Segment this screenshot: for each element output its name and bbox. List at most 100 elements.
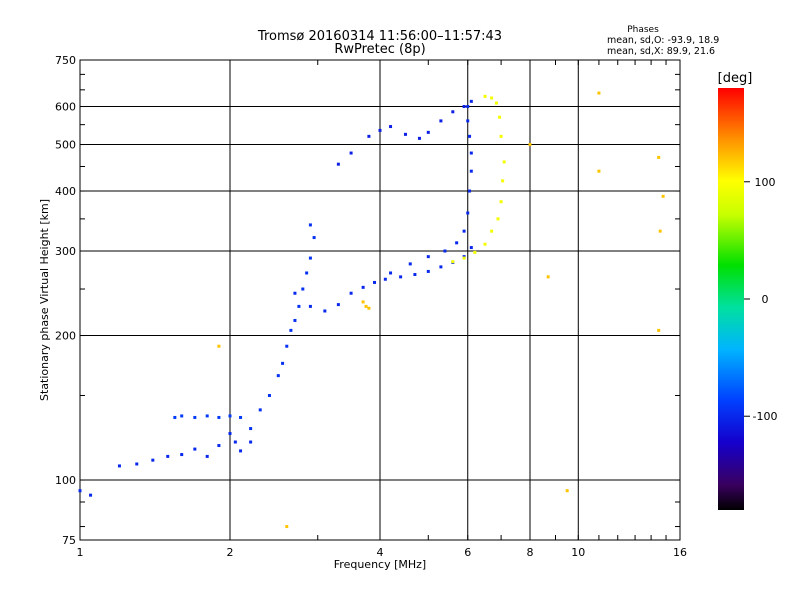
echo-point — [89, 493, 93, 497]
echo-point — [151, 458, 155, 462]
x-tick-label: 6 — [464, 546, 471, 559]
echo-point — [546, 275, 550, 279]
colorbar-label: [deg] — [718, 71, 753, 86]
echo-point — [323, 309, 327, 313]
echo-point — [233, 440, 237, 444]
echo-point — [413, 273, 417, 277]
echo-point — [281, 361, 285, 365]
y-tick-label: 750 — [55, 54, 76, 67]
echo-point — [308, 223, 312, 227]
echo-point — [267, 394, 271, 398]
echo-point — [462, 256, 466, 260]
colorbar-tick-label: -100 — [753, 410, 778, 423]
echo-point — [426, 255, 430, 259]
echo-point — [336, 303, 340, 307]
echo-point — [469, 99, 473, 103]
echo-point — [173, 415, 177, 419]
echo-point — [468, 134, 472, 138]
echo-point — [408, 262, 412, 266]
echo-point — [417, 136, 421, 140]
echo-point — [180, 414, 184, 418]
echo-point — [349, 151, 353, 155]
echo-point — [349, 291, 353, 295]
echo-point — [501, 179, 505, 183]
x-axis-ticks: 1 2 4 6 8 10 16 — [77, 60, 687, 559]
echo-point — [661, 194, 665, 198]
echo-point — [249, 440, 253, 444]
echo-point — [451, 260, 455, 264]
echo-point — [285, 525, 289, 529]
echo-point — [383, 277, 387, 281]
x-tick-label: 16 — [673, 546, 687, 559]
colorbar-tick-label: 100 — [755, 176, 776, 189]
echo-point — [483, 242, 487, 246]
echo-point — [443, 249, 447, 253]
echo-point — [565, 489, 569, 493]
y-tick-label: 100 — [55, 474, 76, 487]
echo-point — [528, 143, 532, 147]
x-tick-label: 1 — [77, 546, 84, 559]
echo-point — [249, 427, 253, 431]
colorbar-tick-label: 0 — [762, 293, 769, 306]
echo-point — [239, 449, 243, 453]
echo-point — [451, 110, 455, 114]
echo-point — [276, 374, 280, 378]
y-axis-label: Stationary phase Virtual Height [km] — [38, 199, 51, 401]
stats-x-line: mean, sd,X: 89.9, 21.6 — [607, 46, 715, 57]
echo-point — [378, 128, 382, 132]
echo-point — [439, 265, 443, 269]
echo-point — [657, 155, 661, 159]
echo-point — [258, 408, 262, 412]
echo-point — [308, 256, 312, 260]
y-tick-label: 300 — [55, 245, 76, 258]
echo-point — [462, 105, 466, 109]
x-tick-label: 2 — [227, 546, 234, 559]
echo-point — [301, 287, 305, 291]
echo-point — [426, 130, 430, 134]
echo-point — [469, 169, 473, 173]
echo-point — [389, 125, 393, 129]
stats-heading: Phases — [627, 25, 659, 35]
echo-point — [658, 229, 662, 233]
echo-point — [361, 300, 365, 304]
echo-point — [490, 96, 494, 100]
stats-o-line: mean, sd,O: -93.9, 18.9 — [607, 35, 719, 46]
echo-point — [399, 275, 403, 279]
echo-point — [466, 119, 470, 123]
echo-point — [308, 304, 312, 308]
echo-point — [473, 250, 477, 254]
x-tick-label: 8 — [527, 546, 534, 559]
echo-point — [403, 132, 407, 136]
echo-point — [462, 229, 466, 233]
echo-point — [657, 328, 661, 332]
echo-point — [117, 464, 121, 468]
x-axis-label: Frequency [MHz] — [334, 558, 426, 571]
chart-subtitle: RwPretec (8p) — [334, 42, 425, 57]
echo-point — [483, 94, 487, 98]
echo-point — [193, 447, 197, 451]
colorbar-ticks: 100 0 -100 — [744, 176, 777, 423]
echo-point — [499, 134, 503, 138]
echo-point — [490, 229, 494, 233]
echo-point — [455, 241, 459, 245]
echo-point — [293, 291, 297, 295]
echo-point — [502, 160, 506, 164]
y-axis-ticks: 75 100 200 300 400 500 600 750 — [55, 54, 680, 547]
echo-point — [180, 453, 184, 457]
x-tick-label: 4 — [377, 546, 384, 559]
x-tick-label: 10 — [571, 546, 585, 559]
echo-point — [426, 269, 430, 273]
echo-point — [135, 462, 139, 466]
echo-point — [439, 119, 443, 123]
echo-point — [597, 91, 601, 95]
echo-point — [217, 344, 221, 348]
echo-point — [499, 200, 503, 204]
echo-point — [289, 328, 293, 332]
y-tick-label: 200 — [55, 330, 76, 343]
echo-point — [389, 271, 393, 275]
echo-point — [469, 151, 473, 155]
echo-point — [78, 489, 82, 493]
y-tick-label: 400 — [55, 185, 76, 198]
chart-title: Tromsø 20160314 11:56:00–11:57:43 — [257, 29, 502, 44]
